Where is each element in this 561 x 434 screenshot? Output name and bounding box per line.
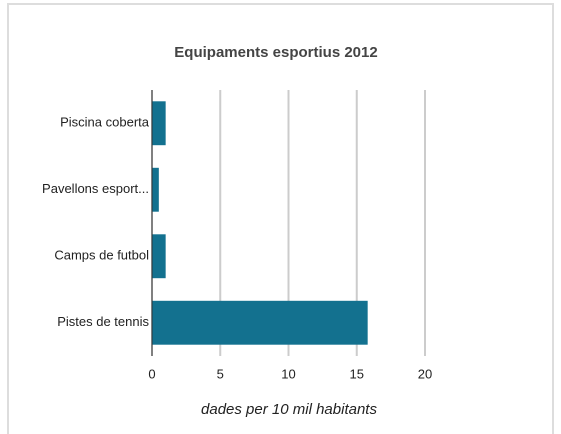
bar [152, 234, 166, 279]
x-axis-label: dades per 10 mil habitants [201, 401, 377, 418]
y-tick-label: Pavellons esport... [42, 181, 149, 196]
y-tick-label: Pistes de tennis [57, 314, 149, 329]
x-tick-label: 0 [148, 366, 155, 381]
x-tick-label: 5 [217, 366, 224, 381]
x-tick-label: 15 [350, 366, 364, 381]
x-tick-label: 10 [281, 366, 295, 381]
bar [152, 300, 368, 345]
bar [152, 101, 166, 146]
y-tick-label: Piscina coberta [60, 115, 150, 130]
x-tick-label: 20 [418, 366, 432, 381]
y-tick-label: Camps de futbol [54, 248, 149, 263]
frame [7, 3, 554, 434]
bar [152, 167, 159, 212]
chart-title: Equipaments esportius 2012 [174, 44, 377, 61]
